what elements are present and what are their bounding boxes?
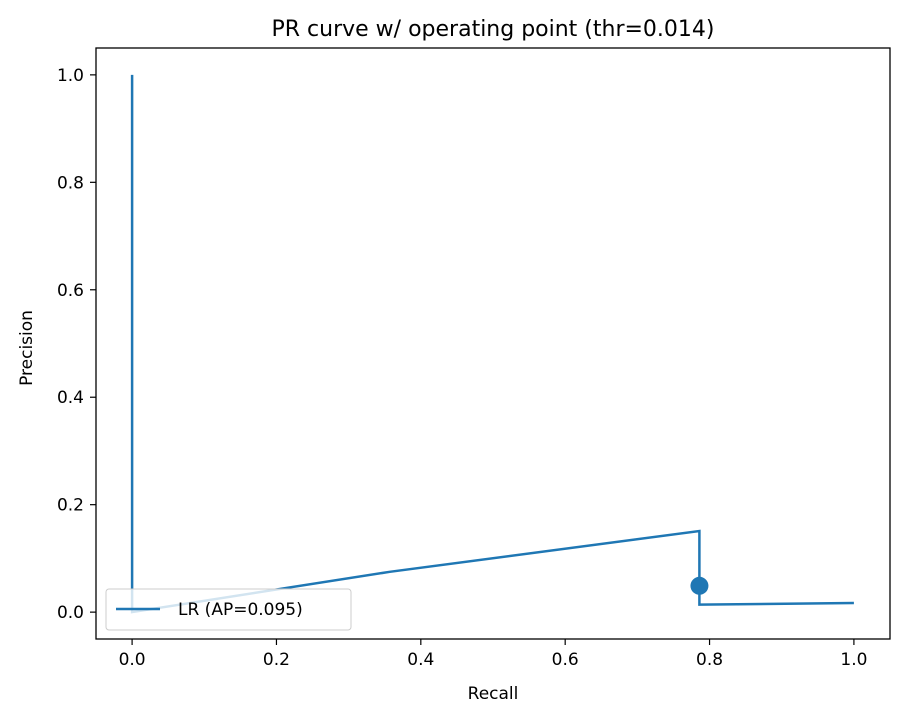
- x-tick-label: 0.6: [552, 650, 579, 670]
- x-tick-label: 0.4: [407, 650, 434, 670]
- operating-point-marker: [690, 576, 709, 595]
- legend-label-lr: LR (AP=0.095): [178, 600, 303, 620]
- y-tick-label: 0.0: [57, 603, 84, 623]
- plot-frame: [95, 47, 891, 640]
- x-tick-label: 0.8: [696, 650, 723, 670]
- chart-title: PR curve w/ operating point (thr=0.014): [272, 17, 715, 42]
- plot-area: [95, 47, 891, 640]
- legend-box: [105, 588, 352, 631]
- y-axis-label: Precision: [17, 310, 37, 386]
- y-tick-label: 0.4: [57, 388, 84, 408]
- y-tick-label: 0.6: [57, 281, 84, 301]
- y-tick-label: 0.2: [57, 496, 84, 516]
- y-tick-label: 0.8: [57, 173, 84, 193]
- y-axis-ticks: 0.0 0.2 0.4 0.6 0.8 1.0: [57, 66, 96, 623]
- legend: LR (AP=0.095): [105, 588, 352, 631]
- series-line-0: [130, 74, 854, 614]
- x-tick-label: 0.2: [263, 650, 290, 670]
- x-axis-label: Recall: [468, 684, 519, 704]
- x-axis-ticks: 0.0 0.2 0.4 0.6 0.8 1.0: [119, 639, 867, 670]
- series-layer: [130, 74, 854, 614]
- x-tick-label: 1.0: [840, 650, 867, 670]
- x-tick-label: 0.0: [119, 650, 146, 670]
- y-tick-label: 1.0: [57, 66, 84, 86]
